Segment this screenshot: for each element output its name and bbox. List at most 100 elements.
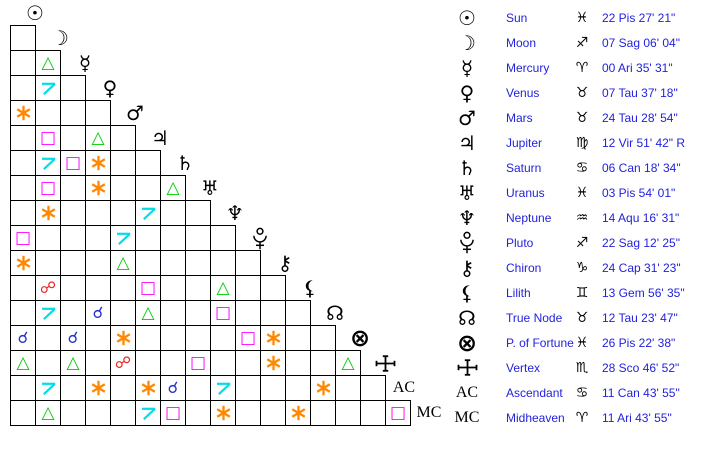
- planet-position: 28 Sco 46' 52": [602, 360, 680, 375]
- sun-symbol-icon: ☉: [458, 5, 476, 30]
- trine-icon: △: [66, 352, 80, 373]
- sextile-icon: [266, 355, 280, 371]
- planet-name: P. of Fortune: [506, 335, 574, 350]
- sextile-icon: [116, 330, 130, 346]
- planet-name: Midheaven: [506, 410, 565, 425]
- saturn-glyph-icon: ♄: [176, 151, 194, 175]
- planet-row-neptune: ♆ Neptune ♒ 14 Aqu 16' 31": [0, 205, 705, 230]
- true-node-glyph-icon: ☊: [326, 301, 344, 325]
- sign-pisces-icon: ♓: [575, 9, 589, 26]
- trine-icon: △: [166, 177, 180, 198]
- vertex-glyph-icon: [371, 350, 399, 376]
- square-icon: □: [14, 227, 32, 248]
- planet-row-moon: ☽ Moon ♐ 07 Sag 06' 04": [0, 30, 705, 55]
- square-icon: □: [239, 327, 257, 348]
- true-node-symbol-icon: ☊: [458, 305, 476, 330]
- sign-cancer-icon: ♋: [575, 384, 589, 401]
- sextile-icon: [316, 380, 330, 396]
- quincunx-icon: [41, 82, 55, 95]
- square-icon: □: [214, 302, 232, 323]
- trine-icon: △: [141, 302, 155, 323]
- mercury-symbol-icon: ☿: [460, 55, 474, 80]
- jupiter-glyph-icon: ♃: [151, 126, 169, 150]
- sextile-icon: [91, 380, 105, 396]
- planet-name: Mercury: [506, 60, 550, 75]
- planet-position: 22 Pis 27' 21": [602, 10, 676, 25]
- midheaven-glyph-icon: MC: [416, 404, 442, 421]
- sign-sagittarius-icon: ♐: [575, 34, 589, 51]
- uranus-glyph-icon: ♅: [201, 176, 219, 200]
- sextile-icon: [266, 330, 280, 346]
- planet-position: 11 Can 43' 55": [602, 385, 680, 400]
- conjunction-icon: ☌: [67, 328, 79, 347]
- trine-icon: △: [91, 127, 105, 148]
- planet-position: 24 Cap 31' 23": [602, 260, 681, 275]
- planet-name: Neptune: [506, 210, 552, 225]
- sextile-icon: [141, 380, 155, 396]
- planet-row-ascendant: AC Ascendant ♋ 11 Can 43' 55": [0, 380, 705, 405]
- planet-row-pluto: Pluto ♐ 22 Sag 12' 25": [0, 230, 705, 255]
- planet-name: Venus: [506, 85, 540, 100]
- square-icon: □: [189, 352, 207, 373]
- moon-glyph-icon: ☽: [51, 26, 69, 50]
- sign-sagittarius-icon: ♐: [575, 234, 589, 251]
- conjunction-icon: ☌: [92, 303, 104, 322]
- planet-position: 22 Sag 12' 25": [602, 235, 680, 250]
- planet-name: Ascendant: [506, 385, 563, 400]
- square-icon: □: [64, 152, 82, 173]
- sign-taurus-icon: ♉: [575, 309, 589, 326]
- planet-name: Pluto: [506, 235, 534, 250]
- lilith-symbol-icon: ⚸: [459, 280, 475, 305]
- trine-icon: △: [116, 252, 130, 273]
- planet-position: 00 Ari 35' 31": [602, 60, 673, 75]
- sign-cancer-icon: ♋: [575, 159, 589, 176]
- planet-position: 11 Ari 43' 55": [602, 410, 672, 425]
- moon-symbol-icon: ☽: [458, 30, 476, 55]
- vertex-symbol-icon: [450, 355, 484, 380]
- planet-position: 06 Can 18' 34": [602, 160, 681, 175]
- planet-name: Chiron: [506, 260, 542, 275]
- aspect-grid: △ □ △ □ □ △ □ △ ☍ □ △ ☌ △ □ ☌ ☌ □ △ △ ☍ □ △ ☌ △ □ □ ☉ ☽ ☿ ♀ ♂ ♃ ♄ ♅ ♆ ⚷ ⚸ ☊ ⊗ A…: [10, 3, 442, 426]
- planet-row-true-node: ☊ True Node ♉ 12 Tau 23' 47": [0, 305, 705, 330]
- planet-position: 12 Tau 23' 47": [602, 310, 678, 325]
- trine-icon: △: [41, 402, 55, 423]
- ascendant-symbol-icon: AC: [455, 383, 479, 401]
- planet-position: 13 Gem 56' 35": [602, 285, 685, 300]
- planet-position: 03 Pis 54' 01": [602, 185, 676, 200]
- planet-name: Lilith: [506, 285, 531, 300]
- aspect-cell-neptune-moon: [35, 200, 61, 226]
- planet-name: Sun: [506, 10, 528, 25]
- quincunx-icon: [41, 157, 55, 170]
- planet-position: 12 Vir 51' 42" R: [602, 135, 686, 150]
- quincunx-icon: [141, 407, 155, 420]
- saturn-symbol-icon: ♄: [458, 155, 476, 180]
- square-icon: □: [139, 277, 157, 298]
- sextile-icon: [91, 180, 105, 196]
- planet-name: Moon: [506, 35, 537, 50]
- planet-name: Saturn: [506, 160, 542, 175]
- planet-row-fortune: ⊗ P. of Fortune ♓ 26 Pis 22' 38": [0, 328, 705, 357]
- square-icon: □: [39, 177, 57, 198]
- sextile-icon: [91, 155, 105, 171]
- planet-row-jupiter: ♃ Jupiter ♍ 12 Vir 51' 42" R: [0, 130, 705, 155]
- fortune-symbol-icon: ⊗: [456, 328, 478, 357]
- conjunction-icon: ☌: [167, 378, 179, 397]
- mars-symbol-icon: ♂: [458, 105, 476, 130]
- sign-capricorn-icon: ♑: [575, 259, 589, 276]
- planet-row-venus: ♀ Venus ♉ 07 Tau 37' 18": [0, 80, 705, 105]
- square-icon: □: [389, 402, 407, 423]
- trine-icon: △: [16, 352, 30, 373]
- planet-position: 14 Aqu 16' 31": [602, 210, 680, 225]
- mercury-glyph-icon: ☿: [78, 51, 92, 75]
- sextile-icon: [16, 105, 30, 121]
- quincunx-icon: [116, 232, 130, 245]
- ascendant-glyph-icon: AC: [392, 379, 416, 396]
- conjunction-icon: ☌: [17, 328, 29, 347]
- planet-row-mars: ♂ Mars ♉ 24 Tau 28' 54": [0, 105, 705, 130]
- opposition-icon: ☍: [114, 353, 132, 372]
- chiron-symbol-icon: ⚷: [459, 255, 475, 280]
- planet-name: Jupiter: [506, 135, 543, 150]
- quincunx-icon: [41, 307, 55, 320]
- planet-row-chiron: ⚷ Chiron ♑ 24 Cap 31' 23": [0, 255, 705, 280]
